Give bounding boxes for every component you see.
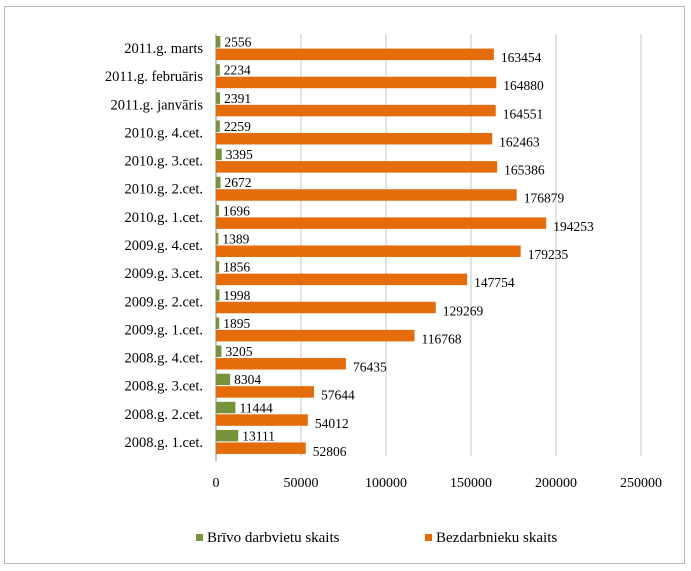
bar-vacancies-3 [216, 120, 220, 132]
value-label-unemployed-10: 116768 [422, 331, 462, 346]
bar-vacancies-1 [216, 64, 220, 76]
value-label-vacancies-4: 3395 [226, 147, 253, 162]
bar-unemployed-11 [216, 358, 346, 370]
value-label-vacancies-2: 2391 [224, 91, 251, 106]
bar-unemployed-5 [216, 189, 517, 201]
value-label-unemployed-1: 164880 [503, 78, 544, 93]
category-label-13: 2008.g. 2.cet. [124, 407, 203, 423]
bar-unemployed-10 [216, 329, 415, 342]
value-label-vacancies-7: 1389 [222, 232, 249, 247]
bar-unemployed-7 [216, 245, 521, 257]
x-tick-label-2: 100000 [365, 476, 407, 491]
category-label-5: 2010.g. 2.cet. [124, 182, 203, 198]
value-label-vacancies-5: 2672 [225, 175, 252, 190]
x-tick-label-1: 50000 [284, 476, 319, 491]
legend-swatch-1 [425, 534, 432, 541]
category-label-1: 2011.g. februāris [105, 69, 203, 85]
bar-unemployed-12 [216, 386, 314, 398]
value-label-vacancies-9: 1998 [223, 288, 250, 303]
bar-vacancies-2 [216, 92, 221, 104]
value-label-unemployed-9: 129269 [443, 303, 484, 318]
x-tick-label-5: 250000 [620, 476, 662, 491]
bar-unemployed-8 [216, 273, 468, 286]
bar-vacancies-0 [216, 36, 221, 48]
x-tick-label-4: 200000 [535, 476, 577, 491]
category-label-0: 2011.g. marts [124, 41, 203, 57]
category-label-3: 2010.g. 4.cet. [124, 125, 203, 141]
value-label-unemployed-3: 162463 [499, 134, 540, 149]
bar-unemployed-1 [216, 76, 497, 89]
legend-label-1: Bezdarbnieku skaits [436, 530, 557, 546]
value-label-vacancies-11: 3205 [225, 344, 252, 359]
gridlines [215, 34, 642, 461]
x-tick-labels: 0 50000 100000 150000 200000 250000 [213, 476, 663, 491]
x-tick-label-3: 150000 [450, 476, 492, 491]
bar-vacancies-7 [216, 233, 219, 245]
bar-vacancies-14 [216, 429, 239, 442]
value-label-vacancies-12: 8304 [234, 372, 261, 387]
x-tick-label-0: 0 [213, 476, 220, 491]
category-label-8: 2009.g. 3.cet. [124, 266, 203, 282]
bar-vacancies-4 [216, 148, 222, 161]
value-label-unemployed-14: 52806 [313, 444, 347, 459]
value-label-unemployed-0: 163454 [501, 50, 542, 65]
category-label-9: 2009.g. 2.cet. [124, 294, 203, 310]
value-label-unemployed-5: 176879 [524, 191, 565, 206]
legend-label-0: Brīvo darbvietu skaits [207, 530, 340, 546]
category-label-12: 2008.g. 3.cet. [124, 379, 203, 395]
value-label-vacancies-6: 1696 [223, 203, 250, 218]
bar-unemployed-4 [216, 161, 498, 173]
value-label-unemployed-7: 179235 [528, 247, 569, 262]
bar-unemployed-6 [216, 217, 547, 229]
bar-vacancies-8 [216, 261, 220, 273]
bar-unemployed-2 [216, 104, 496, 117]
bar-vacancies-9 [216, 289, 220, 301]
bar-vacancies-11 [216, 345, 222, 358]
bar-unemployed-13 [216, 414, 308, 426]
category-label-6: 2010.g. 1.cet. [124, 210, 203, 226]
value-label-vacancies-0: 2556 [224, 35, 251, 50]
value-label-vacancies-14: 13111 [242, 428, 275, 443]
category-label-2: 2011.g. janvāris [111, 97, 204, 113]
bar-unemployed-3 [216, 132, 493, 145]
value-label-unemployed-12: 57644 [321, 388, 355, 403]
bar-unemployed-9 [216, 301, 436, 314]
value-label-unemployed-2: 164551 [503, 106, 544, 121]
bars [216, 36, 547, 454]
category-labels: 2011.g. marts 2011.g. februāris 2011.g. ja… [105, 41, 203, 451]
value-label-unemployed-11: 76435 [353, 360, 387, 375]
category-label-10: 2009.g. 1.cet. [124, 322, 203, 338]
bar-vacancies-6 [216, 204, 219, 217]
bar-vacancies-10 [216, 317, 220, 329]
bar-unemployed-0 [216, 48, 494, 61]
value-label-vacancies-8: 1856 [223, 260, 250, 275]
value-label-vacancies-1: 2234 [224, 63, 251, 78]
value-label-unemployed-8: 147754 [474, 275, 515, 290]
value-label-vacancies-10: 1895 [223, 316, 250, 331]
value-label-unemployed-13: 54012 [315, 416, 349, 431]
category-label-11: 2008.g. 4.cet. [124, 351, 203, 367]
value-label-unemployed-4: 165386 [504, 163, 545, 178]
bar-vacancies-13 [216, 401, 236, 414]
bar-unemployed-14 [216, 442, 306, 454]
value-label-vacancies-13: 11444 [239, 400, 272, 415]
value-label-unemployed-6: 194253 [553, 219, 594, 234]
legend: Brīvo darbvietu skaits Bezdarbnieku skait… [196, 530, 557, 546]
value-labels: 2556 163454 2234 164880 2391 164551 2259 162463… [222, 35, 594, 459]
category-label-14: 2008.g. 1.cet. [124, 435, 203, 451]
category-label-4: 2010.g. 3.cet. [124, 154, 203, 170]
value-label-vacancies-3: 2259 [224, 119, 251, 134]
bar-vacancies-5 [216, 176, 221, 189]
bar-vacancies-12 [216, 373, 231, 386]
legend-swatch-0 [196, 534, 203, 541]
category-label-7: 2009.g. 4.cet. [124, 238, 203, 254]
